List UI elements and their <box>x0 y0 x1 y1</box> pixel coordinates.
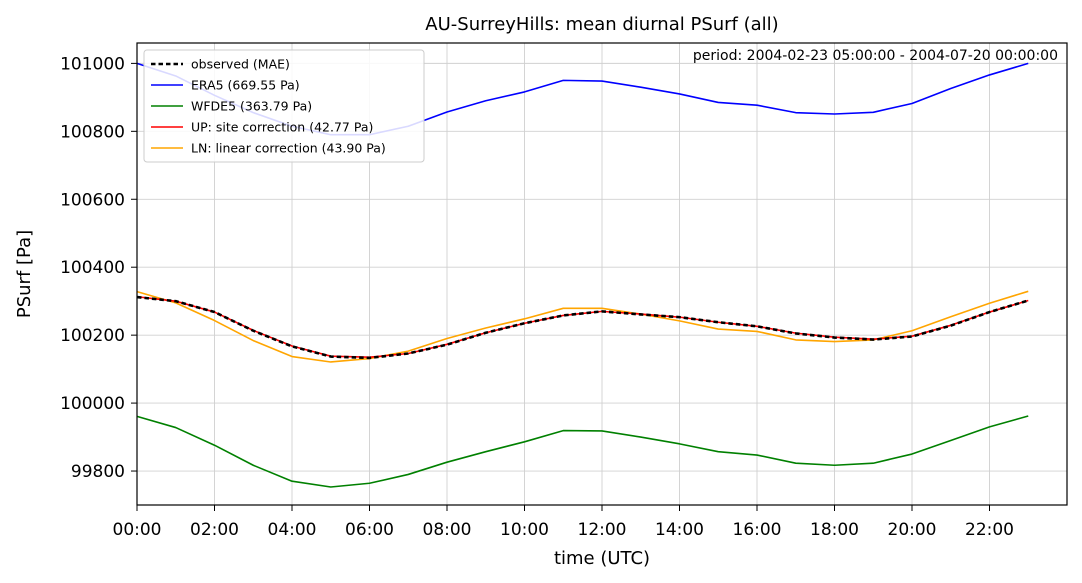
y-tick-label: 100800 <box>60 122 125 142</box>
x-tick-label: 12:00 <box>578 520 627 540</box>
series-line-0 <box>136 295 1029 360</box>
legend-label-4: LN: linear correction (43.90 Pa) <box>191 141 386 156</box>
series-lines <box>136 62 1029 488</box>
period-annotation: period: 2004-02-23 05:00:00 - 2004-07-20… <box>693 48 1058 64</box>
legend-label-0: observed (MAE) <box>191 57 290 72</box>
y-axis-title: PSurf [Pa] <box>14 230 35 318</box>
y-tick-label: 100200 <box>60 326 125 346</box>
y-tick-label: 99800 <box>71 462 125 482</box>
legend-label-3: UP: site correction (42.77 Pa) <box>191 120 373 135</box>
x-tick-label: 20:00 <box>888 520 937 540</box>
x-tick-label: 06:00 <box>345 520 394 540</box>
axis-ticks: 00:00 02:00 04:00 06:00 08:00 10:00 12:00 14:00… <box>60 54 1014 540</box>
x-tick-label: 14:00 <box>655 520 704 540</box>
x-tick-label: 08:00 <box>423 520 472 540</box>
x-axis-title: time (UTC) <box>554 548 650 569</box>
y-tick-label: 100600 <box>60 190 125 210</box>
x-tick-label: 04:00 <box>268 520 317 540</box>
legend: observed (MAE) ERA5 (669.55 Pa) WFDE5 (363… <box>143 49 425 163</box>
x-tick-label: 16:00 <box>733 520 782 540</box>
series-line-2 <box>136 415 1029 488</box>
legend-label-2: WFDE5 (363.79 Pa) <box>191 99 312 114</box>
y-tick-label: 100000 <box>60 394 125 414</box>
x-tick-label: 10:00 <box>500 520 549 540</box>
x-tick-label: 18:00 <box>810 520 859 540</box>
legend-label-1: ERA5 (669.55 Pa) <box>191 78 300 93</box>
legend-box <box>143 49 425 163</box>
x-tick-label: 22:00 <box>965 520 1014 540</box>
y-tick-label: 101000 <box>60 54 125 74</box>
x-tick-label: 00:00 <box>113 520 162 540</box>
x-tick-label: 02:00 <box>190 520 239 540</box>
chart-title: AU-SurreyHills: mean diurnal PSurf (all) <box>425 14 778 35</box>
y-tick-label: 100400 <box>60 258 125 278</box>
